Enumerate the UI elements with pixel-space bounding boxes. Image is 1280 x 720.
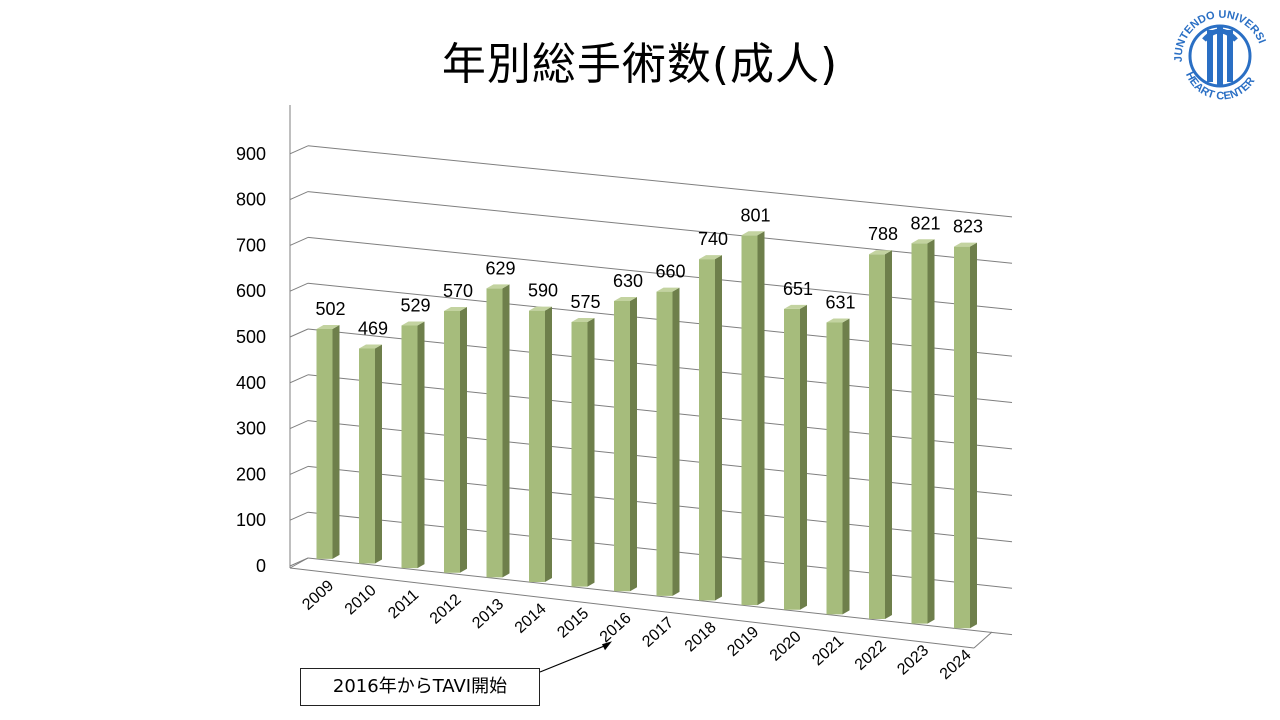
data-label: 629 bbox=[485, 258, 515, 278]
bar bbox=[699, 255, 722, 601]
x-tick-label: 2021 bbox=[809, 633, 847, 670]
data-label: 631 bbox=[825, 293, 855, 313]
bar bbox=[656, 287, 680, 596]
x-tick-label: 2018 bbox=[682, 619, 720, 656]
bar bbox=[571, 317, 595, 587]
x-tick-label: 2023 bbox=[894, 642, 932, 679]
x-tick-label: 2017 bbox=[639, 614, 677, 651]
y-tick-label: 500 bbox=[236, 327, 266, 347]
x-tick-label: 2012 bbox=[427, 591, 465, 628]
bar bbox=[869, 250, 892, 620]
x-tick-label: 2019 bbox=[724, 623, 762, 660]
data-label: 788 bbox=[868, 224, 898, 244]
x-tick-label: 2015 bbox=[554, 605, 592, 642]
data-label: 823 bbox=[953, 217, 983, 237]
university-logo: JUNTENDO UNIVERSITY HEART CENTER bbox=[1164, 0, 1268, 102]
y-tick-label: 900 bbox=[236, 144, 266, 164]
data-label: 529 bbox=[400, 295, 430, 315]
bar bbox=[316, 324, 340, 559]
x-tick-label: 2016 bbox=[597, 610, 635, 647]
tavi-annotation-box: 2016年からTAVI開始 bbox=[300, 668, 540, 706]
grid-layer bbox=[289, 105, 1013, 649]
bar bbox=[911, 239, 935, 624]
arrowhead-icon bbox=[602, 641, 612, 651]
bar bbox=[359, 344, 382, 564]
logo-mark-icon bbox=[1207, 26, 1233, 86]
bar bbox=[614, 297, 637, 592]
y-tick-label: 600 bbox=[236, 281, 266, 301]
y-tick-label: 400 bbox=[236, 373, 266, 393]
bar bbox=[826, 318, 850, 615]
bar bbox=[401, 321, 425, 569]
x-tick-label: 2024 bbox=[937, 647, 975, 684]
annotation-arrow bbox=[539, 644, 607, 673]
x-tick-label: 2010 bbox=[342, 582, 380, 619]
y-tick-label: 200 bbox=[236, 464, 266, 484]
gridline bbox=[307, 557, 1013, 636]
y-tick-label: 0 bbox=[256, 556, 266, 576]
floor-edge bbox=[289, 567, 975, 649]
gridline bbox=[307, 236, 1013, 311]
bar bbox=[486, 284, 510, 578]
y-axis-ticks: 0 100 200 300 400 500 600 700 800 900 bbox=[236, 144, 266, 576]
data-label: 821 bbox=[910, 213, 940, 233]
data-label: 570 bbox=[443, 281, 473, 301]
y-tick-label: 800 bbox=[236, 190, 266, 210]
data-labels-layer: 502 469 529 570 629 590 575 630 660 740 801 651 631 7… bbox=[315, 205, 983, 338]
gridline bbox=[307, 191, 1013, 264]
bar bbox=[741, 231, 765, 606]
gridline bbox=[307, 145, 1013, 218]
bar bbox=[954, 242, 977, 629]
data-label: 590 bbox=[528, 281, 558, 301]
data-label: 651 bbox=[783, 279, 813, 299]
x-tick-label: 2022 bbox=[852, 637, 890, 674]
chart-title: 年別総手術数(成人) bbox=[441, 39, 839, 90]
bar bbox=[444, 307, 467, 573]
y-tick-label: 100 bbox=[236, 510, 266, 530]
x-tick-label: 2020 bbox=[767, 628, 805, 665]
data-label: 502 bbox=[315, 299, 345, 319]
data-label: 630 bbox=[613, 271, 643, 291]
data-label: 801 bbox=[740, 205, 770, 225]
x-tick-label: 2013 bbox=[469, 596, 507, 633]
x-tick-label: 2014 bbox=[512, 600, 550, 637]
data-label: 575 bbox=[570, 292, 600, 312]
x-tick-label: 2011 bbox=[385, 586, 422, 622]
x-tick-label: 2009 bbox=[299, 577, 337, 614]
bar bbox=[529, 306, 552, 583]
data-label: 740 bbox=[698, 229, 728, 249]
annotation-arrow-layer bbox=[539, 641, 612, 673]
y-tick-label: 700 bbox=[236, 235, 266, 255]
y-tick-label: 300 bbox=[236, 419, 266, 439]
data-label: 660 bbox=[655, 262, 685, 282]
bar bbox=[784, 304, 807, 610]
bars-layer bbox=[316, 231, 977, 629]
data-label: 469 bbox=[358, 319, 388, 339]
